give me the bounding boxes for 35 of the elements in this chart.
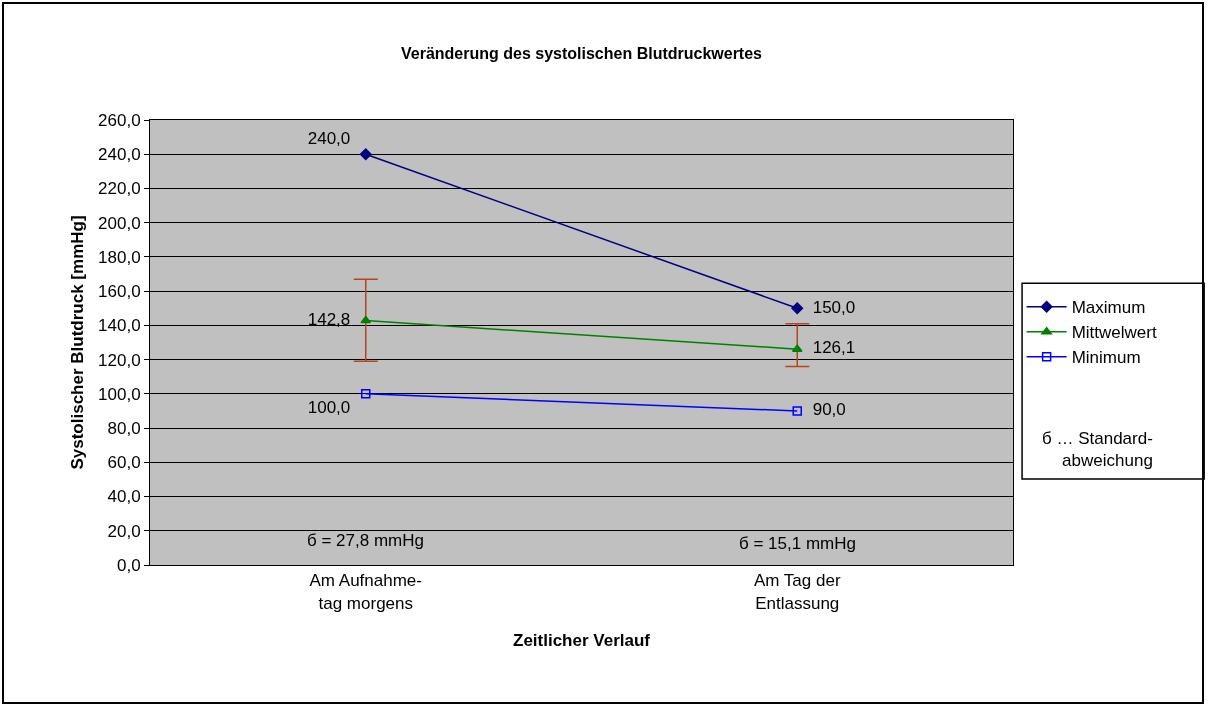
x-axis-title: Zeitlicher Verlauf	[513, 630, 651, 650]
y-tick-label: 240,0	[98, 145, 141, 165]
text: б … Standard- abweichung	[1042, 429, 1153, 471]
y-tick-label: 140,0	[98, 316, 141, 336]
y-tick-label: 100,0	[98, 384, 141, 404]
annotation: б = 27,8 mmHg	[307, 531, 424, 550]
y-tick-label: 80,0	[107, 419, 141, 439]
y-tick-label: 160,0	[98, 282, 141, 302]
y-tick-label: 20,0	[107, 521, 141, 541]
data-label: 240,0	[298, 128, 360, 148]
point	[792, 406, 802, 416]
y-tick-label: 60,0	[107, 453, 141, 473]
data-label: 142,8	[298, 309, 360, 329]
data-label: 90,0	[803, 400, 856, 420]
point	[361, 389, 371, 399]
x-tick-label: Am Tag der Entlassung	[753, 571, 841, 613]
legend-label: Maximum	[1071, 298, 1146, 318]
y-tick-label: 0,0	[116, 555, 141, 575]
y-tick-label: 200,0	[98, 213, 141, 233]
y-tick-label: 220,0	[98, 179, 141, 199]
y-axis-title: Systolischer Blutdruck [mmHg]	[67, 215, 87, 470]
point	[359, 148, 372, 161]
data-label: 150,0	[803, 297, 865, 317]
y-tick-label: 260,0	[98, 110, 141, 130]
annotation: б = 15,1 mmHg	[739, 534, 856, 553]
y-tick-label: 40,0	[107, 487, 141, 507]
point	[791, 302, 804, 315]
x-tick-label: Am Aufnahme- tag morgens	[309, 571, 422, 613]
legend-label: Mittwelwert	[1071, 323, 1157, 343]
y-tick-label: 120,0	[98, 350, 141, 370]
y-tick-label: 180,0	[98, 247, 141, 267]
chart-title: Veränderung des systolischen Blutdruckwertes	[400, 44, 763, 62]
data-label: 126,1	[803, 338, 865, 358]
data-label: 100,0	[298, 397, 360, 417]
legend-label: Minimum	[1071, 348, 1141, 368]
